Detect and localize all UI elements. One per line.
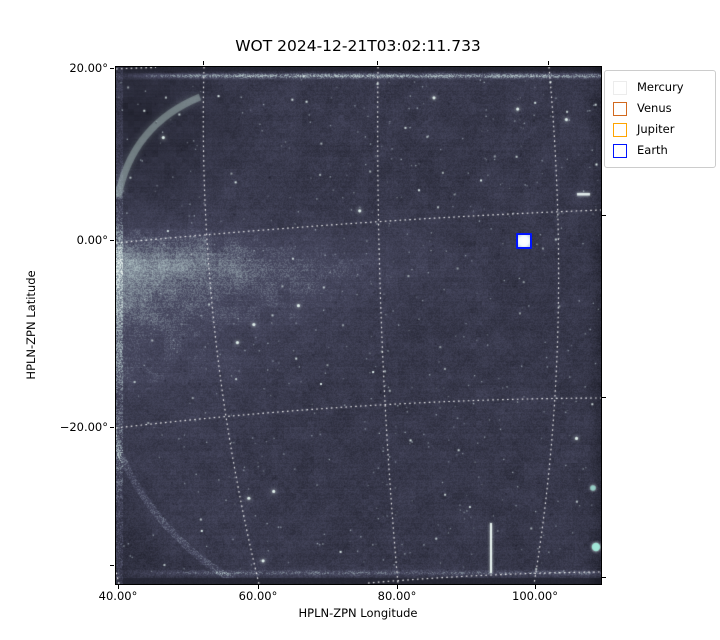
y-tick-label: 0.00° [76,233,108,247]
axis-tick [257,584,259,589]
axis-tick [109,67,114,69]
x-axis-label: HPLN-ZPN Longitude [298,606,418,620]
legend-label: Mercury [637,79,684,94]
x-tick-label: 80.00° [377,589,417,603]
starfield-image [116,67,601,584]
legend-label: Jupiter [637,121,675,136]
plot-area [115,66,602,585]
axis-tick [396,584,398,589]
axis-tick [109,564,114,566]
y-axis-label: HPLN-ZPN Latitude [24,270,38,380]
axis-tick [601,396,606,398]
axis-tick [202,60,204,65]
axis-tick [376,60,378,65]
legend-item-mercury: Mercury [613,77,709,98]
x-tick-label: 100.00° [512,589,558,603]
y-tick-label: 20.00° [69,61,108,75]
legend-item-venus: Venus [613,98,709,119]
axis-tick [117,584,119,589]
x-tick-label: 40.00° [98,589,138,603]
axis-tick [601,214,606,216]
earth-marker [516,233,532,249]
x-tick-label: 60.00° [238,589,278,603]
legend-label: Venus [637,100,672,115]
y-tick-label: −20.00° [59,420,108,434]
axis-tick [109,426,114,428]
legend-item-earth: Earth [613,140,709,161]
jupiter-marker-icon [613,122,627,137]
axis-tick [109,239,114,241]
legend-label: Earth [637,142,668,157]
venus-marker-icon [613,101,627,116]
figure-title: WOT 2024-12-21T03:02:11.733 [235,37,481,55]
legend: Mercury Venus Jupiter Earth [604,70,716,168]
legend-item-jupiter: Jupiter [613,119,709,140]
axis-tick [601,576,606,578]
axis-tick [534,584,536,589]
mercury-marker-icon [613,80,627,95]
earth-marker-icon [613,143,627,158]
axis-tick [547,60,549,65]
